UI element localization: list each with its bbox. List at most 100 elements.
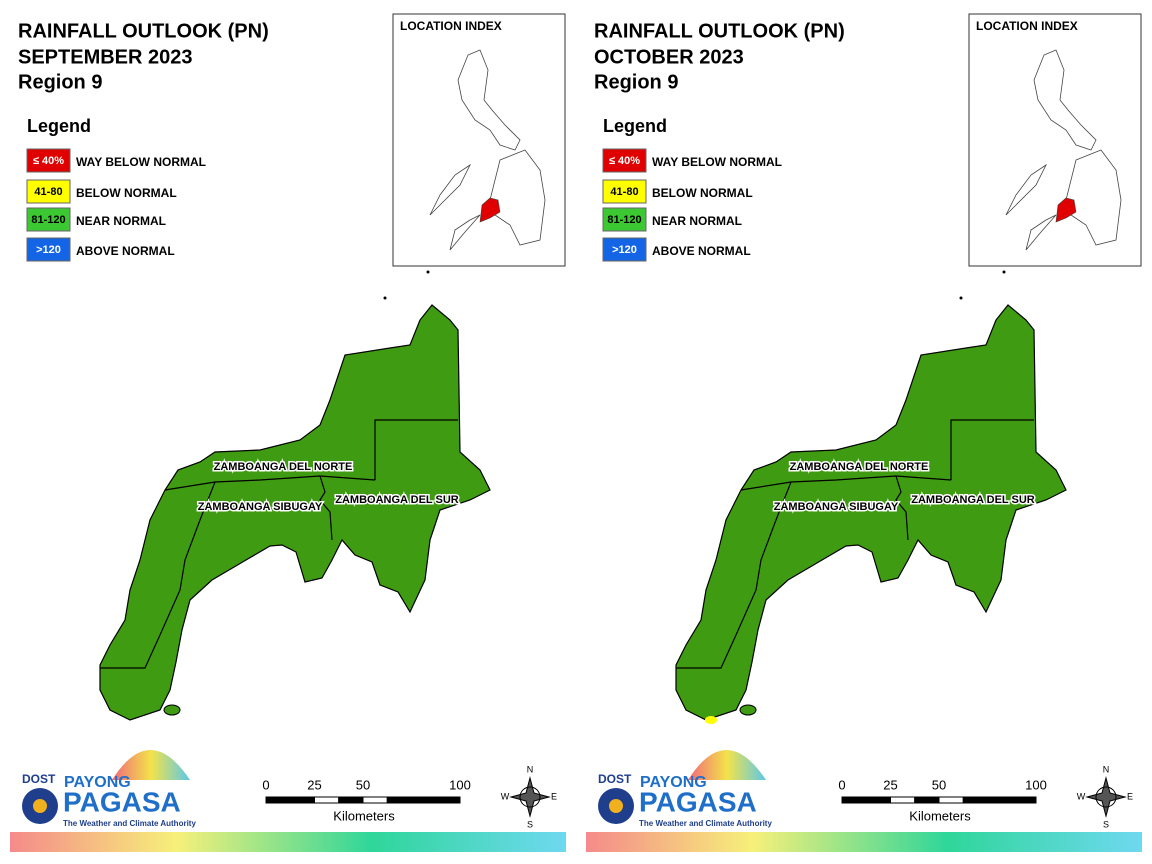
legend-swatch: [602, 237, 647, 262]
logo-brand-top: PAYONG: [640, 774, 707, 791]
compass-e: E: [551, 791, 557, 801]
province-label: ZAMBOANGA DEL NORTE: [214, 461, 353, 473]
compass-e: E: [1127, 791, 1133, 801]
scale-tick-label: 50: [932, 777, 946, 792]
philippines-outline: [429, 49, 546, 251]
logo-emblem-center: [609, 799, 623, 813]
umbrella: [112, 750, 190, 780]
compass-ring: [519, 786, 541, 808]
region: Region 9: [594, 71, 678, 93]
philippines-outline: [1005, 49, 1122, 251]
logo-tagline: The Weather and Climate Authority: [639, 819, 772, 828]
compass-rose: [1085, 776, 1127, 818]
compass-n: N: [1103, 764, 1110, 774]
legend-label: 41-80: [610, 186, 638, 198]
compass-n: N: [527, 764, 534, 774]
scale-tick-label: 0: [262, 777, 269, 792]
legend-description: ABOVE NORMAL: [652, 244, 751, 258]
scale-segment: [338, 796, 364, 804]
legend-label: 81-120: [31, 214, 65, 226]
legend-description: WAY BELOW NORMAL: [76, 155, 206, 169]
legend-label: 81-120: [607, 214, 641, 226]
province-label: ZAMBOANGA DEL SUR: [335, 494, 459, 506]
panel: RAINFALL OUTLOOK (PN) SEPTEMBER 2023 Regio…: [10, 13, 566, 852]
legend-label: >120: [36, 244, 61, 256]
legend-label: ≤ 40%: [33, 155, 64, 167]
province-boundary: [740, 475, 952, 491]
legend-description: ABOVE NORMAL: [76, 244, 175, 258]
location-index-title: LOCATION INDEX: [976, 19, 1078, 33]
province-label: ZAMBOANGA DEL SUR: [911, 494, 1035, 506]
compass-w: W: [1077, 791, 1086, 801]
legend-description: NEAR NORMAL: [652, 214, 742, 228]
legend-swatch: [26, 148, 71, 173]
scale-tick-label: 100: [449, 777, 471, 792]
scale-segment: [890, 796, 916, 804]
scale-segment: [314, 796, 340, 804]
title: RAINFALL OUTLOOK (PN): [594, 20, 845, 42]
logo-emblem-center: [33, 799, 47, 813]
island: [163, 704, 181, 716]
legend-swatch: [602, 148, 647, 173]
scale-tick-label: 100: [1025, 777, 1047, 792]
legend-swatch: [602, 179, 647, 204]
island: [739, 704, 757, 716]
scale-tick-label: 50: [356, 777, 370, 792]
logo-agency: DOST: [598, 772, 632, 786]
legend-description: BELOW NORMAL: [652, 186, 753, 200]
region-highlight: [1055, 197, 1077, 223]
logo-brand: PAGASA: [63, 786, 181, 817]
panel: RAINFALL OUTLOOK (PN) OCTOBER 2023 Region …: [586, 13, 1142, 852]
logo-brand: PAGASA: [639, 786, 757, 817]
compass-s: S: [527, 819, 533, 829]
legend-swatch: [26, 179, 71, 204]
province-boundary: [100, 481, 216, 669]
scale-segment: [914, 796, 940, 804]
scale-segment: [841, 796, 891, 804]
compass-rose: [509, 776, 551, 818]
logo-agency: DOST: [22, 772, 56, 786]
region: Region 9: [18, 71, 102, 93]
island: [383, 296, 387, 300]
scale-segment: [938, 796, 964, 804]
scale-segment: [386, 796, 461, 804]
island: [426, 270, 430, 274]
legend-swatch: [602, 207, 647, 232]
scale-segment: [362, 796, 388, 804]
legend-description: BELOW NORMAL: [76, 186, 177, 200]
province-boundary: [950, 419, 1034, 480]
legend-title: Legend: [27, 116, 91, 136]
province-boundary: [374, 419, 458, 480]
province-boundary: [164, 475, 376, 491]
province-area: [675, 304, 1067, 721]
color-band: [10, 832, 566, 852]
compass-ring: [1095, 786, 1117, 808]
scale-tick-label: 0: [838, 777, 845, 792]
province-label: ZAMBOANGA DEL NORTE: [790, 461, 929, 473]
province-boundary: [676, 481, 792, 669]
logo-tagline: The Weather and Climate Authority: [63, 819, 196, 828]
legend-swatch: [26, 207, 71, 232]
scale-segment: [962, 796, 1037, 804]
province-label: ZAMBOANGA SIBUGAY: [774, 501, 899, 513]
scale-tick-label: 25: [883, 777, 897, 792]
title: RAINFALL OUTLOOK (PN): [18, 20, 269, 42]
island: [959, 296, 963, 300]
legend-swatch: [26, 237, 71, 262]
umbrella: [688, 750, 766, 780]
below-normal-area: [705, 716, 717, 724]
province-label: ZAMBOANGA SIBUGAY: [198, 501, 323, 513]
legend-description: NEAR NORMAL: [76, 214, 166, 228]
compass-s: S: [1103, 819, 1109, 829]
legend-label: 41-80: [34, 186, 62, 198]
scale-unit: Kilometers: [909, 808, 971, 823]
province-boundary: [319, 475, 333, 541]
location-index-title: LOCATION INDEX: [400, 19, 502, 33]
province-boundary: [895, 475, 909, 541]
legend-title: Legend: [603, 116, 667, 136]
region-highlight: [479, 197, 501, 223]
period: OCTOBER 2023: [594, 46, 744, 68]
scale-tick-label: 25: [307, 777, 321, 792]
scale-unit: Kilometers: [333, 808, 395, 823]
